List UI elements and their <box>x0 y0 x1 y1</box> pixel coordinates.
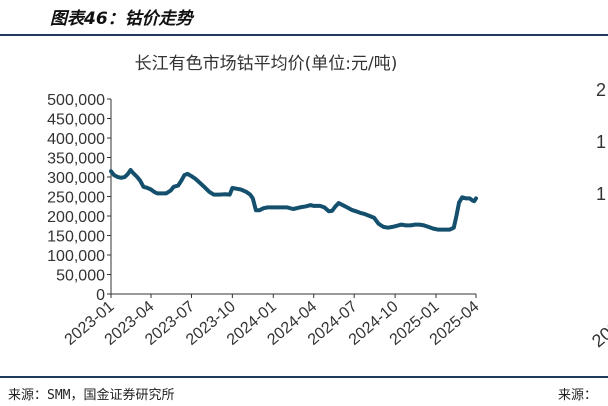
chart-title: 长江有色市场钴平均价(单位:元/吨) <box>135 54 398 74</box>
y-tick-label: 200,000 <box>47 209 105 226</box>
top-rule <box>0 34 608 36</box>
figure-title: 图表46：钴价走势 <box>50 9 193 29</box>
right-panel-peek-2: 1 <box>596 132 607 152</box>
source-note: 来源：SMM，国金证券研究所 <box>8 388 175 403</box>
y-tick-label: 250,000 <box>47 190 105 207</box>
series-line <box>109 168 478 232</box>
right-panel-peek-1: 2 <box>596 80 607 100</box>
right-panel-peek-3: 1 <box>596 184 607 204</box>
bottom-rule <box>0 376 608 378</box>
y-tick-label: 50,000 <box>56 268 105 285</box>
y-tick-label: 450,000 <box>47 112 105 129</box>
y-tick-label: 500,000 <box>47 92 105 109</box>
y-tick-label: 0 <box>96 287 105 304</box>
source-note-right: 来源： <box>558 388 598 403</box>
x-axis: 2023-012023-042023-072023-102024-012024-… <box>62 293 483 349</box>
y-tick-label: 100,000 <box>47 248 105 265</box>
y-axis: 0 50,000 100,000 150,000 200,000 250,000 300,0… <box>47 92 112 304</box>
y-tick-label: 150,000 <box>47 229 105 246</box>
y-tick-label: 350,000 <box>47 151 105 168</box>
y-tick-label: 400,000 <box>47 131 105 148</box>
y-tick-label: 300,000 <box>47 170 105 187</box>
